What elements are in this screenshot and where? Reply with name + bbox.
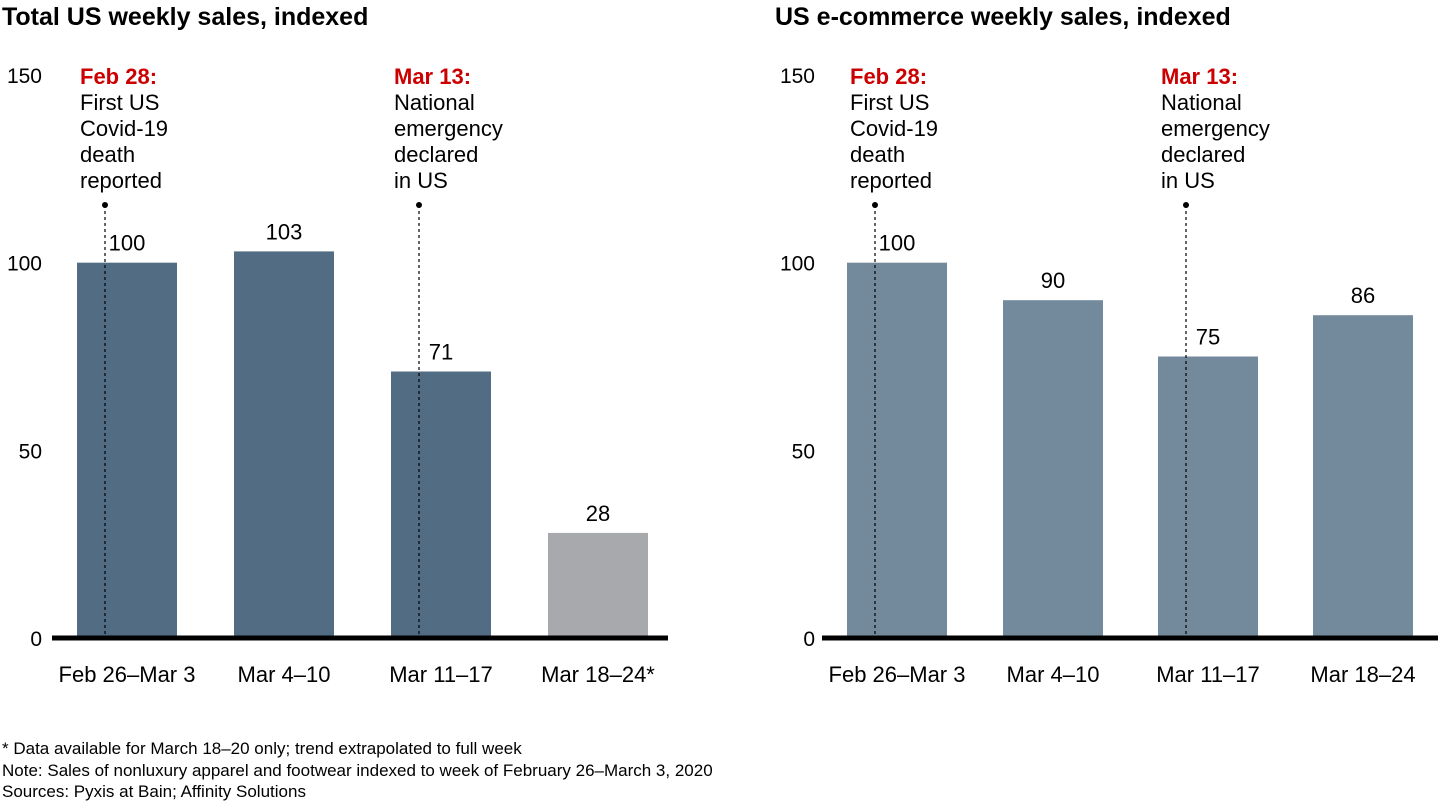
x-tick-label: Mar 4–10 (238, 662, 331, 687)
footnote-asterisk: * Data available for March 18–20 only; t… (2, 739, 522, 758)
footnote-note: Note: Sales of nonluxury apparel and foo… (2, 760, 713, 780)
y-tick-label: 50 (19, 440, 42, 463)
y-tick-label: 150 (780, 65, 815, 88)
annotation-text-line: declared (1161, 142, 1245, 167)
chart-title: US e-commerce weekly sales, indexed (775, 3, 1231, 31)
y-tick-label: 100 (780, 253, 815, 276)
bar-value-label: 86 (1351, 283, 1375, 308)
annotation-marker-dot (102, 202, 108, 208)
total-sales-chart: Total US weekly sales, indexed 0 50 100 150 F… (2, 3, 668, 687)
bar (77, 262, 177, 638)
annotation-text-line: First US (80, 90, 159, 115)
annotation-text-line: First US (850, 90, 929, 115)
x-tick-label: Mar 11–17 (1156, 662, 1260, 687)
x-tick-label: Feb 26–Mar 3 (59, 662, 196, 687)
bar-value-label: 75 (1196, 325, 1220, 350)
bar-value-label: 71 (429, 340, 453, 365)
footnote-sources: Sources: Pyxis at Bain; Affinity Solutio… (2, 782, 306, 801)
annotation-text-line: emergency (394, 116, 503, 141)
bar (234, 251, 334, 638)
y-tick-label: 0 (30, 628, 42, 651)
bar (1158, 356, 1258, 638)
annotation-text-line: National (1161, 90, 1242, 115)
x-tick-label: Feb 26–Mar 3 (829, 662, 966, 687)
y-tick-label: 50 (792, 440, 815, 463)
footnotes: * Data available for March 18–20 only; t… (2, 738, 713, 803)
annotation-text-line: Covid-19 (80, 116, 168, 141)
bar (1003, 300, 1103, 638)
chart-title: Total US weekly sales, indexed (2, 3, 368, 31)
bar-value-label: 90 (1041, 268, 1065, 293)
annotation-marker-dot (416, 202, 422, 208)
annotation-text-line: National (394, 90, 475, 115)
y-tick-label: 0 (803, 628, 815, 651)
annotation-date: Feb 28: (80, 64, 157, 89)
annotation-date: Feb 28: (850, 64, 927, 89)
bar-value-label: 103 (266, 219, 303, 244)
annotation-text-line: declared (394, 142, 478, 167)
annotation-date: Mar 13: (1161, 64, 1238, 89)
annotation-text-line: death (80, 142, 135, 167)
annotation-text-line: in US (1161, 168, 1215, 193)
annotation-text-line: emergency (1161, 116, 1270, 141)
x-tick-label: Mar 11–17 (389, 662, 493, 687)
bar (1313, 315, 1413, 638)
annotation-text-line: Covid-19 (850, 116, 938, 141)
bar (391, 371, 491, 638)
annotation-text-line: reported (80, 168, 162, 193)
x-tick-label: Mar 18–24 (1310, 662, 1415, 687)
y-tick-label: 100 (7, 253, 42, 276)
annotation-marker-dot (1183, 202, 1189, 208)
annotation-text-line: death (850, 142, 905, 167)
bar-value-label: 100 (109, 231, 146, 256)
ecommerce-sales-chart: US e-commerce weekly sales, indexed 0 50 10… (775, 3, 1438, 687)
annotation-text-line: in US (394, 168, 448, 193)
annotation-marker-dot (872, 202, 878, 208)
bar (548, 532, 648, 638)
charts-canvas: Total US weekly sales, indexed 0 50 100 150 F… (2, 3, 1438, 687)
y-tick-label: 150 (7, 65, 42, 88)
annotation-text-line: reported (850, 168, 932, 193)
annotation-date: Mar 13: (394, 64, 471, 89)
x-tick-label: Mar 18–24* (541, 662, 655, 687)
bar-value-label: 28 (586, 501, 610, 526)
bar (847, 262, 947, 638)
bar-value-label: 100 (879, 231, 916, 256)
x-tick-label: Mar 4–10 (1007, 662, 1100, 687)
